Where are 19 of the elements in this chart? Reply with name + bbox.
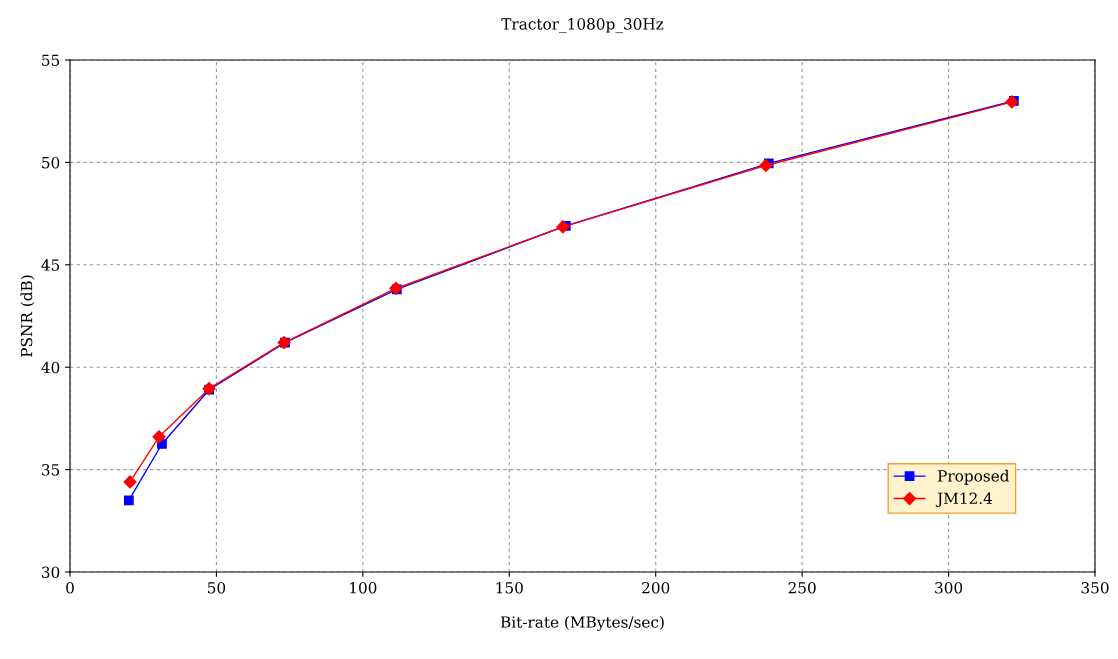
- y-tick-label: 35: [42, 464, 60, 476]
- x-tick-label: 150: [496, 581, 523, 594]
- x-tick-label: 250: [788, 581, 816, 594]
- x-axis-title: Bit-rate (MBytes/sec): [500, 615, 664, 631]
- x-tick-label: 300: [935, 581, 963, 594]
- y-tick-label: 50: [42, 156, 60, 169]
- x-tick-label: 350: [1081, 581, 1109, 594]
- x-tick-label: 50: [208, 581, 226, 594]
- x-tick-label: 200: [642, 581, 670, 594]
- y-tick-label: 45: [41, 259, 60, 271]
- y-tick-label: 30: [42, 566, 60, 579]
- legend-label: Proposed: [937, 469, 1010, 485]
- x-tick-label: 100: [350, 581, 377, 594]
- y-axis-title: PSNR (dB): [20, 275, 35, 357]
- y-tick-label: 55: [42, 54, 60, 67]
- legend-label: JM12.4: [935, 492, 993, 508]
- x-tick-label: 0: [66, 581, 74, 594]
- chart-title: Tractor_1080p_30Hz: [501, 18, 664, 34]
- y-tick-label: 40: [41, 361, 60, 374]
